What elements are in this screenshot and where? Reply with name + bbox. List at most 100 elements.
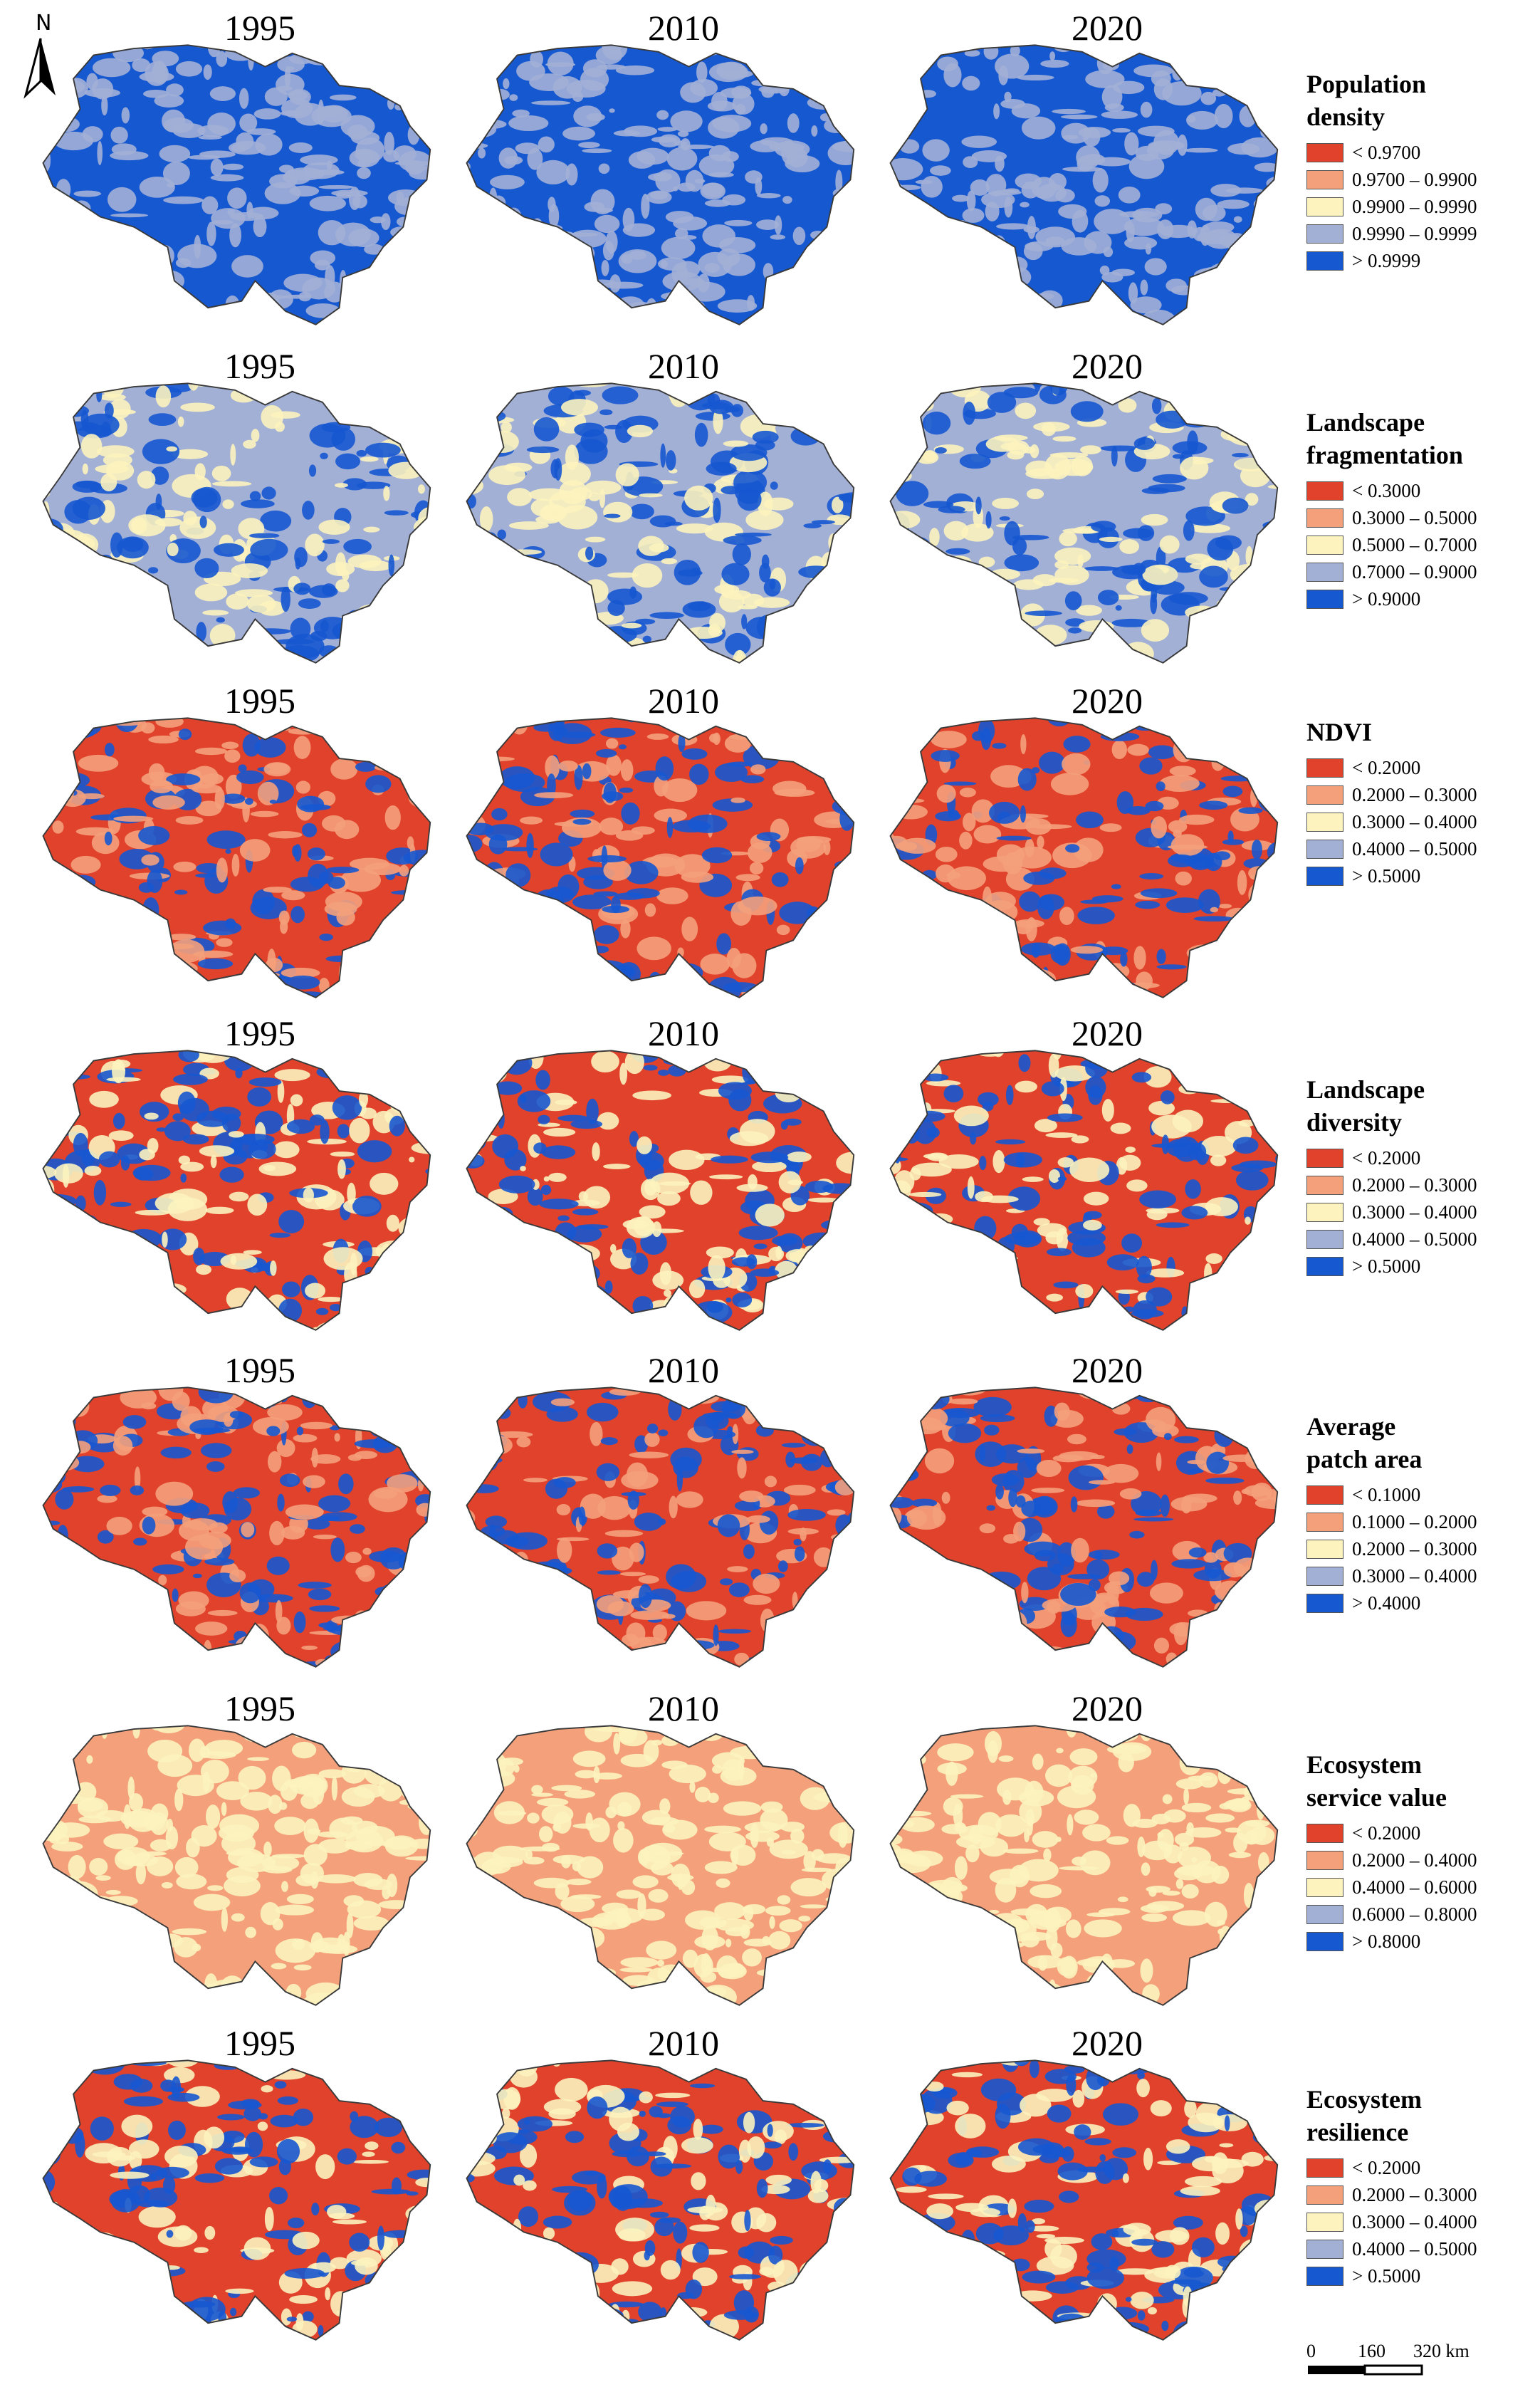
legend-swatch	[1306, 2239, 1343, 2259]
legend-label: 0.4000 – 0.5000	[1352, 837, 1477, 860]
map-3-1995	[42, 717, 431, 998]
legend-swatch	[1306, 1202, 1343, 1222]
legend-label: < 0.2000	[1352, 1822, 1421, 1844]
year-label: 1995	[224, 2023, 295, 2063]
legend-item: > 0.5000	[1306, 1253, 1477, 1280]
legend-swatch	[1306, 812, 1343, 832]
legend-swatch	[1306, 1539, 1343, 1559]
legend-swatch	[1306, 251, 1343, 271]
legend-swatch	[1306, 589, 1343, 609]
figure-row: 1995 2010 2020 Average patch area < 0.1000 0.1…	[0, 1342, 1540, 1677]
legend-label: 0.4000 – 0.5000	[1352, 1228, 1477, 1250]
legend-label: 0.2000 – 0.3000	[1352, 1174, 1477, 1196]
legend-item: 0.4000 – 0.6000	[1306, 1874, 1477, 1901]
north-arrow-icon: N	[23, 11, 56, 99]
legend-swatch	[1306, 866, 1343, 886]
map-1-2010	[466, 44, 855, 325]
map-5-2010	[466, 1386, 855, 1668]
map-5-1995	[42, 1386, 431, 1668]
year-label: 1995	[224, 346, 295, 386]
year-label: 2010	[648, 681, 719, 721]
map-panel	[872, 1367, 1292, 1681]
legend-title: fragmentation	[1306, 441, 1463, 469]
legend-swatch	[1306, 142, 1343, 162]
map-6-2010	[466, 1725, 855, 2006]
scale-bar: 0 160 320 km	[1306, 2341, 1470, 2376]
legend-label: < 0.2000	[1352, 756, 1421, 778]
map-7-2020	[889, 2059, 1279, 2341]
legend-swatch	[1306, 1931, 1343, 1951]
legend-item: 0.3000 – 0.4000	[1306, 808, 1477, 835]
legend-label: 0.9700 – 0.9900	[1352, 168, 1477, 190]
map-2-2010	[466, 382, 855, 664]
figure-row: 1995 2010 2020 Landscape fragmentation < 0.30…	[0, 338, 1540, 673]
legend-swatch	[1306, 1148, 1343, 1168]
year-label: 2010	[648, 1350, 719, 1390]
year-label: 1995	[224, 1688, 295, 1728]
legend-label: 0.3000 – 0.5000	[1352, 506, 1477, 528]
legend-label: > 0.8000	[1352, 1930, 1421, 1952]
legend-item: > 0.5000	[1306, 862, 1477, 889]
map-panel	[872, 2040, 1292, 2354]
year-label: 2010	[648, 1688, 719, 1728]
map-6-2020	[889, 1725, 1279, 2006]
legend-swatch	[1306, 535, 1343, 555]
legend-item: 0.9700 – 0.9900	[1306, 166, 1477, 193]
map-panel	[25, 363, 445, 677]
legend-swatch	[1306, 1229, 1343, 1249]
year-label: 1995	[224, 1350, 295, 1390]
legend-swatch	[1306, 1904, 1343, 1924]
map-panel	[872, 25, 1292, 338]
legend-swatch	[1306, 839, 1343, 859]
legend-label: 0.2000 – 0.3000	[1352, 2183, 1477, 2205]
legend-swatch	[1306, 224, 1343, 244]
year-label: 2020	[1072, 8, 1143, 48]
north-label: N	[36, 11, 51, 36]
legend-swatch	[1306, 562, 1343, 582]
year-label: 1995	[224, 681, 295, 721]
year-label: 2020	[1072, 681, 1143, 721]
legend-swatch	[1306, 197, 1343, 216]
legend: NDVI < 0.2000 0.2000 – 0.3000 0.3000 – 0.40…	[1306, 716, 1477, 889]
map-4-2010	[466, 1050, 855, 1331]
legend-swatch	[1306, 1512, 1343, 1532]
legend-title: patch area	[1306, 1445, 1423, 1473]
scale-tick-160: 160	[1358, 2341, 1386, 2361]
legend-item: 0.3000 – 0.4000	[1306, 1562, 1477, 1589]
map-1-2020	[889, 44, 1279, 325]
legend-title: service value	[1306, 1783, 1447, 1812]
legend-item: < 0.2000	[1306, 2154, 1477, 2181]
legend-label: < 0.2000	[1352, 1147, 1421, 1169]
legend-label: 0.3000 – 0.4000	[1352, 810, 1477, 832]
legend-item: 0.4000 – 0.5000	[1306, 835, 1477, 862]
legend-label: 0.3000 – 0.4000	[1352, 2210, 1477, 2232]
legend-swatch	[1306, 169, 1343, 189]
legend-item: 0.7000 – 0.9000	[1306, 558, 1477, 585]
year-label: 1995	[224, 8, 295, 48]
map-panel	[449, 363, 869, 677]
map-7-2010	[466, 2059, 855, 2341]
map-panel	[25, 698, 445, 1011]
map-panel	[449, 1030, 869, 1344]
figure-row: 1995 2010 2020 Population density < 0.9700 0.9…	[0, 0, 1540, 335]
legend-item: 0.9990 – 0.9999	[1306, 220, 1477, 247]
map-panel	[25, 1030, 445, 1344]
map-panel	[25, 2040, 445, 2354]
figure-row: 1995 2010 2020 NDVI < 0.2000 0.2000 – 0.3000 0…	[0, 673, 1540, 1008]
legend-label: 0.4000 – 0.5000	[1352, 2237, 1477, 2260]
figure-row: 1995 2010 2020 Ecosystem service value < 0.20…	[0, 1681, 1540, 2015]
map-6-1995	[42, 1725, 431, 2006]
legend-label: > 0.5000	[1352, 1255, 1421, 1277]
legend: Ecosystem resilience < 0.2000 0.2000 – 0.30…	[1306, 2083, 1477, 2289]
legend-item: > 0.5000	[1306, 2262, 1477, 2289]
legend-swatch	[1306, 1256, 1343, 1276]
legend-label: 0.7000 – 0.9000	[1352, 560, 1477, 583]
year-label: 2010	[648, 8, 719, 48]
legend-item: > 0.4000	[1306, 1589, 1477, 1617]
legend-item: 0.2000 – 0.3000	[1306, 2181, 1477, 2208]
legend-item: 0.3000 – 0.4000	[1306, 1198, 1477, 1226]
legend-title: Ecosystem	[1306, 2085, 1422, 2114]
legend-item: 0.3000 – 0.5000	[1306, 504, 1477, 531]
map-panel	[449, 25, 869, 338]
legend-item: 0.9900 – 0.9990	[1306, 193, 1477, 220]
